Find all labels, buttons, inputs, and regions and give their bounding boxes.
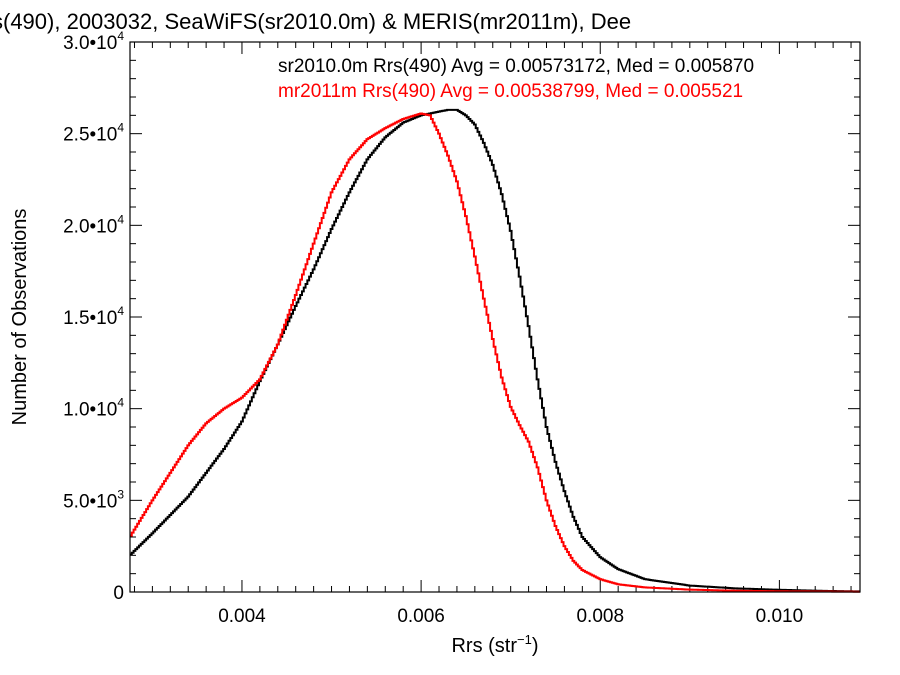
y-axis-label: Number of Observations: [9, 209, 31, 426]
y-tick-label: 1.5•104: [63, 304, 124, 329]
series-line-sr2010-0m: [130, 108, 861, 593]
y-tick-label: 1.0•104: [63, 396, 124, 421]
legend-entry-mr2011: mr2011m Rrs(490) Avg = 0.00538799, Med =…: [278, 81, 743, 102]
y-tick-label-mantissa: 1.0•10: [63, 400, 117, 421]
x-tick-label: 0.006: [397, 606, 445, 627]
legend-entry-sr2010: sr2010.0m Rrs(490) Avg = 0.00573172, Med…: [278, 56, 754, 77]
y-tick-label-exponent: 4: [117, 121, 124, 135]
x-tick-label: 0.004: [218, 606, 266, 627]
series-layer: [130, 108, 861, 593]
x-tick-label: 0.008: [576, 606, 624, 627]
y-tick-label-mantissa: 1.5•10: [63, 308, 117, 329]
y-tick-label-exponent: 4: [117, 304, 124, 318]
y-tick-label-exponent: 3: [117, 487, 124, 501]
y-tick-label-exponent: 4: [117, 212, 124, 226]
chart-title: s(490), 2003032, SeaWiFS(sr2010.0m) & ME…: [0, 9, 631, 34]
y-tick-label: 2.0•104: [63, 212, 124, 237]
x-tick-label: 0.010: [756, 606, 804, 627]
series-line-mr2011m: [130, 112, 861, 593]
x-axis-label: Rrs (str−1): [451, 632, 538, 657]
y-tick-label-mantissa: 3.0•10: [63, 33, 117, 54]
plot-frame: [129, 41, 861, 593]
y-tick-label: 3.0•104: [63, 29, 124, 54]
y-axis-ticks: 05.0•1031.0•1041.5•1042.0•1042.5•1043.0•…: [63, 29, 860, 604]
x-axis-label-superscript: −1: [517, 632, 532, 647]
y-tick-label-exponent: 4: [117, 29, 124, 43]
y-tick-label-mantissa: 5.0•10: [63, 491, 117, 512]
y-tick-label-mantissa: 0: [113, 583, 124, 604]
y-tick-label: 5.0•103: [63, 487, 124, 512]
x-axis-label-end: ): [532, 635, 539, 657]
y-tick-label-mantissa: 2.0•10: [63, 216, 117, 237]
y-tick-label: 2.5•104: [63, 121, 124, 146]
y-tick-label-mantissa: 2.5•10: [63, 125, 117, 146]
y-tick-label-exponent: 4: [117, 396, 124, 410]
y-tick-label: 0: [113, 583, 124, 604]
x-axis-label-main: Rrs (str: [451, 635, 517, 657]
